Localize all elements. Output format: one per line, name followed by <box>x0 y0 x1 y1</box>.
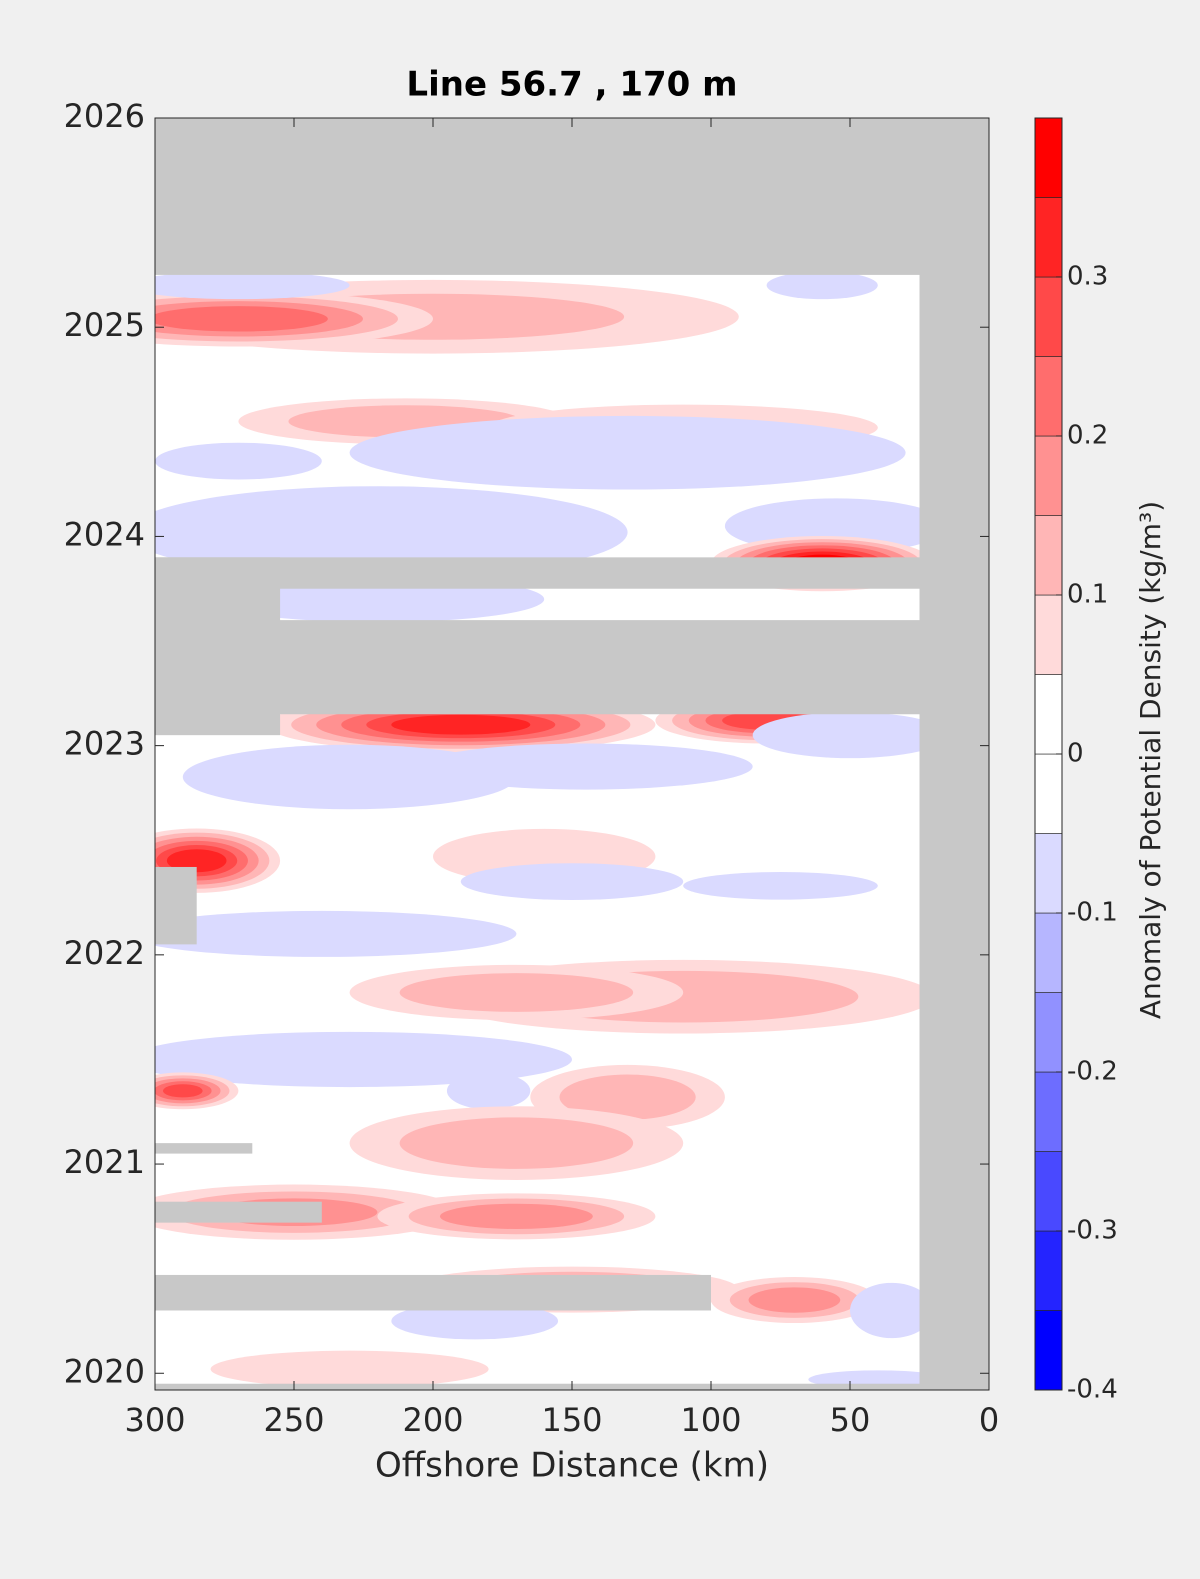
colorbar-band <box>1034 1151 1063 1232</box>
colorbar-band <box>1034 1230 1063 1311</box>
contour-band <box>752 712 948 759</box>
x-tick-label: 200 <box>402 1401 463 1439</box>
contour-band <box>559 1074 696 1120</box>
contour-feature <box>155 1072 239 1110</box>
contour-band <box>766 271 878 300</box>
colorbar-tick-label: 0.1 <box>1067 580 1108 610</box>
contour-feature <box>766 271 878 300</box>
contour-feature <box>349 964 684 1021</box>
contour-band <box>446 1072 531 1110</box>
no-data-mask <box>155 557 281 736</box>
colorbar-band <box>1034 356 1063 437</box>
contour-band <box>162 1084 203 1098</box>
colorbar-tick-label: -0.2 <box>1067 1057 1118 1087</box>
contour-feature <box>210 1350 489 1388</box>
contour-feature <box>155 910 517 957</box>
contour-band <box>683 871 878 900</box>
no-data-mask <box>155 1274 711 1311</box>
contour-feature <box>391 1302 559 1340</box>
colorbar-band <box>1034 117 1063 198</box>
contour-band <box>850 1282 934 1339</box>
colorbar-tick-label: 0.3 <box>1067 262 1108 292</box>
contour-feature <box>155 271 350 300</box>
contour-band <box>155 442 322 480</box>
x-tick-label: 150 <box>541 1401 602 1439</box>
colorbar-band <box>1034 1071 1063 1152</box>
contour-band <box>155 910 517 957</box>
colorbar-band <box>1034 594 1063 675</box>
colorbar-band <box>1034 912 1063 993</box>
contour-band <box>391 714 531 735</box>
x-tick-label: 250 <box>263 1401 324 1439</box>
no-data-mask <box>919 118 989 1390</box>
contour-band <box>182 744 517 810</box>
contour-feature <box>850 1282 934 1339</box>
no-data-mask <box>155 557 920 589</box>
no-data-mask <box>155 1143 253 1154</box>
contour-feature <box>182 504 461 569</box>
x-tick-label: 100 <box>680 1401 741 1439</box>
colorbar-tick-label: 0.2 <box>1067 421 1108 451</box>
field <box>155 118 989 1390</box>
x-tick-label: 50 <box>830 1401 871 1439</box>
colorbar-band <box>1034 753 1063 834</box>
contour-band <box>391 1302 559 1340</box>
contour-band <box>166 849 227 873</box>
contour-band <box>155 306 328 332</box>
colorbar-band <box>1034 435 1063 516</box>
colorbar-tick-label: -0.4 <box>1067 1375 1118 1405</box>
contour-band <box>155 271 350 300</box>
y-tick-label: 2026 <box>64 97 145 135</box>
colorbar-band <box>1034 1310 1063 1391</box>
no-data-mask <box>155 1201 322 1223</box>
contour-feature <box>446 1072 531 1110</box>
x-axis-label: Offshore Distance (km) <box>375 1446 769 1486</box>
no-data-mask <box>155 118 989 275</box>
y-tick-label: 2024 <box>64 515 145 553</box>
contour-feature <box>683 871 878 900</box>
y-tick-label: 2025 <box>64 306 145 344</box>
colorbar-band <box>1034 833 1063 914</box>
colorbar-tick-label: -0.3 <box>1067 1216 1118 1246</box>
contour-feature <box>460 863 684 901</box>
contour-feature <box>182 744 517 810</box>
y-tick-label: 2023 <box>64 725 145 763</box>
no-data-mask <box>155 866 197 945</box>
colorbar-band <box>1034 515 1063 596</box>
no-data-mask <box>155 620 920 715</box>
x-tick-label: 300 <box>124 1401 185 1439</box>
colorbar-tick-label: 0 <box>1067 739 1084 769</box>
no-data-mask <box>155 1383 920 1390</box>
colorbar-band <box>1034 197 1063 278</box>
contour-feature <box>349 415 906 490</box>
contour-feature <box>155 291 433 347</box>
colorbar-band <box>1034 276 1063 357</box>
contour-feature <box>377 1193 656 1240</box>
y-tick-label: 2021 <box>64 1143 145 1181</box>
chart-title: Line 56.7 , 170 m <box>406 65 737 105</box>
contour-band <box>210 1350 489 1388</box>
axes: 300 250 200 150 100 50 0 2020 2021 2022 2023 2024 20… <box>64 97 1118 1439</box>
contour-feature <box>155 442 322 480</box>
contour-band <box>182 504 461 569</box>
x-tick-label: 0 <box>979 1401 999 1439</box>
y-tick-label: 2022 <box>64 934 145 972</box>
contour-feature <box>349 1106 684 1180</box>
y-tick-label: 2020 <box>64 1352 145 1390</box>
contour-band <box>748 1287 841 1313</box>
colorbar-label: Anomaly of Potential Density (kg/m³) <box>1134 501 1167 1019</box>
contour-band <box>399 1117 634 1169</box>
colorbar-band <box>1034 674 1063 755</box>
contour-band <box>349 415 906 490</box>
contour-band <box>155 1036 406 1083</box>
contour-band <box>439 1203 593 1230</box>
colorbar-tick-label: -0.1 <box>1067 898 1118 928</box>
contour-feature <box>155 1036 406 1083</box>
contour-band <box>460 863 684 901</box>
contour-feature <box>752 712 948 759</box>
contour-feature <box>711 1277 878 1324</box>
colorbar-band <box>1034 992 1063 1073</box>
contour-band <box>399 973 634 1012</box>
